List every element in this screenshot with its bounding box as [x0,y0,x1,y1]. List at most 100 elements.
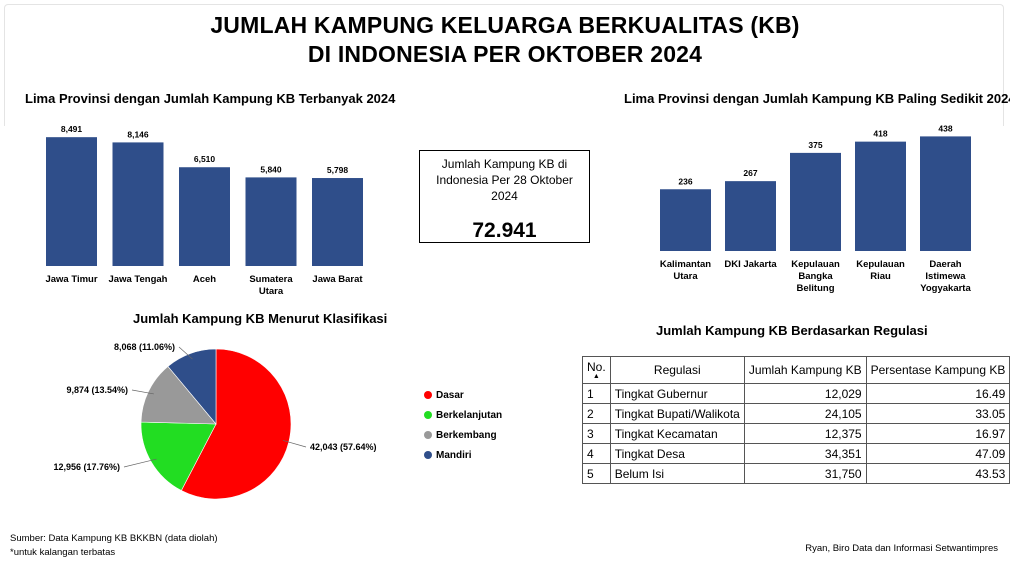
header-frame [4,4,1004,126]
pie-leader-line [131,389,154,395]
top-chart-value-label: 8,146 [127,129,149,139]
bottom-chart-bar [920,136,971,251]
top-chart-category-label: Jawa Tengah [109,274,168,285]
cell-regulasi: Tingkat Desa [609,443,745,464]
bottom-chart-value-label: 438 [938,123,952,133]
bottom-chart-bar [855,141,906,251]
top-chart-category-label: Jawa Barat [312,274,363,285]
cell-regulasi: Belum Isi [609,463,745,484]
top-chart-bar [112,142,164,266]
credit-note: Ryan, Biro Data dan Informasi Setwantimp… [805,543,998,554]
legend-dot-berkelanjutan [424,411,432,419]
bottom-chart-category-label: Kepulauan [791,259,840,270]
cell-regulasi: Tingkat Gubernur [609,383,745,404]
bar-chart-bottom-title: Lima Provinsi dengan Jumlah Kampung KB P… [624,91,1010,106]
bottom-chart-category-label: DKI Jakarta [724,259,777,270]
legend-item-berkembang: Berkembang [424,430,497,441]
bottom-chart-category-label: Istimewa [925,271,966,282]
pie-slice-label: 8,068 (11.06%) [114,342,175,352]
regulation-table: No. ▲ Regulasi Jumlah Kampung KB Persenta… [582,356,1010,484]
cell-jumlah: 12,375 [743,423,867,444]
top-chart-bar [46,137,97,266]
pie-chart-title: Jumlah Kampung KB Menurut Klasifikasi [133,311,388,326]
cell-persentase: 16.97 [865,423,1010,444]
sort-asc-icon[interactable]: ▲ [592,373,600,380]
cell-regulasi: Tingkat Kecamatan [609,423,745,444]
top-chart-bar [179,167,230,266]
pie-leader-line [123,458,157,468]
cell-no: 4 [582,443,611,464]
table-header-row: No. ▲ Regulasi Jumlah Kampung KB Persenta… [582,356,1010,384]
bar-chart-top-title: Lima Provinsi dengan Jumlah Kampung KB T… [25,91,396,106]
cell-no: 5 [582,463,611,484]
cell-persentase: 43.53 [865,463,1010,484]
column-header-no-label: No. [587,360,606,374]
legend-label-dasar: Dasar [436,390,464,401]
cell-jumlah: 31,750 [743,463,867,484]
table-row: 1 Tingkat Gubernur 12,029 16.49 [582,383,1010,404]
table-row: 2 Tingkat Bupati/Walikota 24,105 33.05 [582,403,1010,424]
column-header-no[interactable]: No. ▲ [582,356,611,384]
restriction-note: *untuk kalangan terbatas [10,547,116,558]
cell-jumlah: 34,351 [743,443,867,464]
cell-no: 2 [582,403,611,424]
top-chart-category-label: Jawa Timur [45,274,97,285]
page-title-line2: DI INDONESIA PER OKTOBER 2024 [307,41,703,67]
cell-jumlah: 12,029 [743,383,867,404]
legend-label-berkelanjutan: Berkelanjutan [436,410,503,421]
top-chart-value-label: 5,798 [327,165,349,175]
top-chart-category-label: Utara [259,286,284,297]
legend-item-dasar: Dasar [424,390,464,401]
cell-persentase: 47.09 [865,443,1010,464]
bottom-chart-category-label: Belitung [797,283,835,294]
cell-no: 3 [582,423,611,444]
legend-dot-dasar [424,391,432,399]
bar-chart-top: 8,491 Jawa Timur 8,146 Jawa Tengah 6,510 Aceh… [45,124,363,297]
pie-slice-berkelanjutan [140,421,217,491]
pie-slice-berkembang [140,365,217,425]
bottom-chart-category-label: Yogyakarta [920,283,971,294]
top-chart-bar [245,177,297,266]
source-note: Sumber: Data Kampung KB BKKBN (data diol… [10,533,218,544]
legend-dot-berkembang [424,431,432,439]
cell-regulasi: Tingkat Bupati/Walikota [609,403,745,424]
pie-leader-line [282,440,307,448]
table-row: 5 Belum Isi 31,750 43.53 [582,463,1010,484]
bottom-chart-category-label: Daerah [929,259,961,270]
legend-label-berkembang: Berkembang [436,430,497,441]
bottom-chart-value-label: 236 [678,176,692,186]
cell-persentase: 16.49 [865,383,1010,404]
top-chart-bar [312,178,363,266]
top-chart-value-label: 6,510 [194,154,216,164]
bottom-chart-category-label: Bangka [798,271,833,282]
bottom-chart-bar [790,152,841,251]
bottom-chart-value-label: 375 [808,140,822,150]
pie-chart: 42,043 (57.64%) 12,956 (17.76%) 9,874 (13.… [53,342,377,500]
pie-leader-line [178,346,193,360]
table-row: 4 Tingkat Desa 34,351 47.09 [582,443,1010,464]
cell-persentase: 33.05 [865,403,1010,424]
column-header-jumlah[interactable]: Jumlah Kampung KB [743,356,867,384]
bottom-chart-category-label: Kalimantan [660,259,711,270]
column-header-regulasi[interactable]: Regulasi [609,356,745,384]
table-row: 3 Tingkat Kecamatan 12,375 16.97 [582,423,1010,444]
bottom-chart-value-label: 267 [743,168,757,178]
pie-slice-label: 42,043 (57.64%) [310,442,377,452]
column-header-persentase[interactable]: Persentase Kampung KB [865,356,1010,384]
total-summary-value: 72.941 [472,219,537,242]
bottom-chart-value-label: 418 [873,129,887,139]
top-chart-category-label: Sumatera [249,274,293,285]
legend-item-mandiri: Mandiri [424,450,472,461]
bottom-chart-category-label: Kepulauan [856,259,905,270]
total-summary-label: Jumlah Kampung KB di Indonesia Per 28 Ok… [436,157,573,203]
bottom-chart-bar [725,181,776,251]
pie-slice-label: 12,956 (17.76%) [53,462,120,472]
legend-dot-mandiri [424,451,432,459]
top-chart-category-label: Aceh [193,274,216,285]
total-summary-box: Jumlah Kampung KB di Indonesia Per 28 Ok… [419,150,590,243]
top-chart-value-label: 5,840 [260,164,282,174]
bottom-chart-category-label: Riau [870,271,891,282]
page-title-line1: JUMLAH KAMPUNG KELUARGA BERKUALITAS (KB) [210,12,800,38]
bottom-chart-bar [660,189,711,251]
